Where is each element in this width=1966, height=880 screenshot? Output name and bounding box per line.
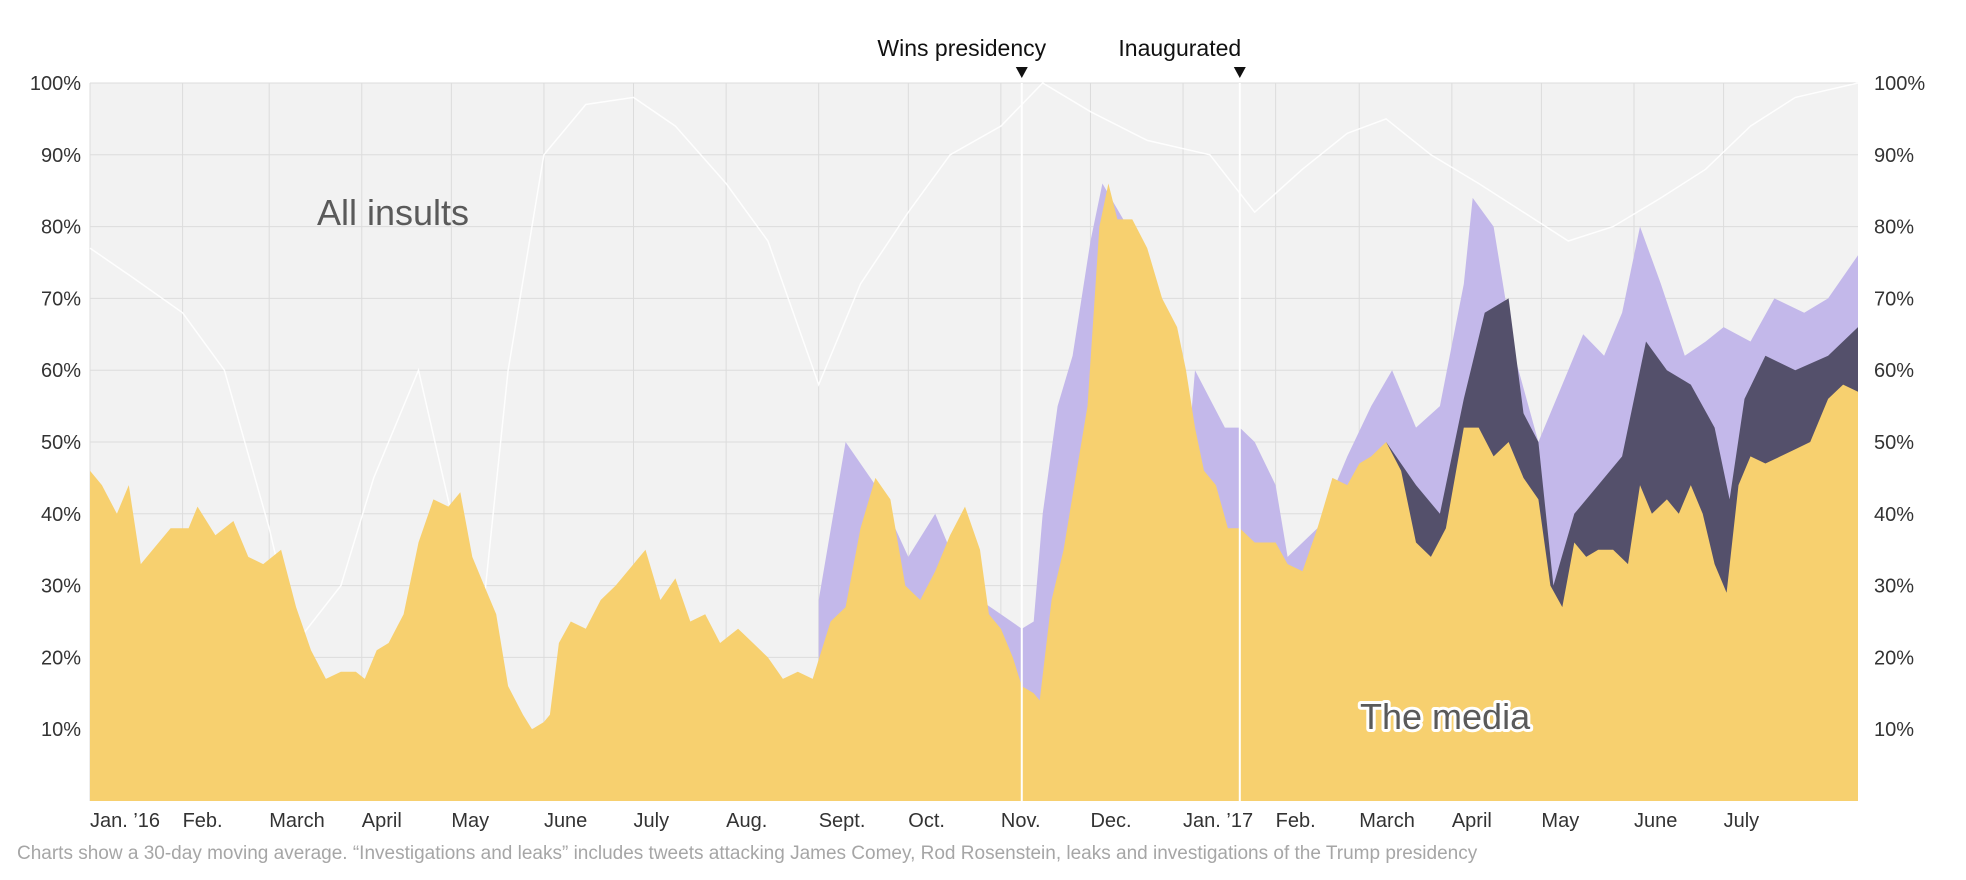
y-tick-label-right: 30%: [1874, 576, 1914, 598]
chart-footnote: Charts show a 30-day moving average. “In…: [17, 843, 1478, 864]
y-tick-label-left: 70%: [41, 288, 81, 310]
y-tick-label-left: 10%: [41, 719, 81, 741]
y-tick-label-left: 90%: [41, 145, 81, 167]
x-tick-label: Nov.: [1001, 810, 1041, 832]
x-tick-label: Jan. ’17: [1183, 810, 1253, 832]
media-label: The media: [1360, 696, 1531, 737]
x-tick-label: Aug.: [726, 810, 767, 832]
x-tick-label: Oct.: [908, 810, 945, 832]
event-marker-icon: [1015, 67, 1028, 78]
y-axis-right: 10% 20% 30% 40% 50% 60% 70% 80% 90% 100%: [1874, 73, 1925, 741]
y-tick-label-right: 20%: [1874, 647, 1914, 669]
y-tick-label-right: 70%: [1874, 288, 1914, 310]
y-tick-label-right: 60%: [1874, 360, 1914, 382]
x-tick-label: May: [451, 810, 489, 832]
y-tick-label-right: 90%: [1874, 145, 1914, 167]
y-tick-label-left: 40%: [41, 504, 81, 526]
y-axis-left: 10% 20% 30% 40% 50% 60% 70% 80% 90% 100%: [30, 73, 81, 741]
event-label: Inaugurated: [1118, 35, 1241, 61]
x-tick-label: April: [362, 810, 402, 832]
x-tick-label: April: [1452, 810, 1492, 832]
x-tick-label: June: [544, 810, 587, 832]
event-marker-icon: [1233, 67, 1246, 78]
x-tick-label: July: [1724, 810, 1760, 832]
event-markers: Wins presidency Inaugurated: [877, 35, 1246, 801]
x-tick-label: Feb.: [183, 810, 223, 832]
x-tick-label: May: [1541, 810, 1579, 832]
x-tick-label: Jan. ’16: [90, 810, 160, 832]
x-axis-months: Jan. ’16 Feb. March April May June July Aug. Sep…: [90, 810, 1759, 832]
y-tick-label-right: 40%: [1874, 504, 1914, 526]
event-label: Wins presidency: [877, 35, 1046, 61]
x-tick-label: March: [269, 810, 325, 832]
y-tick-label-right: 50%: [1874, 432, 1914, 454]
y-tick-label-right: 10%: [1874, 719, 1914, 741]
x-tick-label: Sept.: [819, 810, 866, 832]
y-tick-label-left: 30%: [41, 576, 81, 598]
y-tick-label-left: 100%: [30, 73, 81, 95]
media-area: [90, 183, 1858, 801]
x-tick-label: July: [634, 810, 670, 832]
x-tick-label: Dec.: [1090, 810, 1131, 832]
x-tick-label: June: [1634, 810, 1677, 832]
all-insults-line: [89, 82, 1859, 658]
y-tick-label-left: 60%: [41, 360, 81, 382]
y-tick-label-right: 100%: [1874, 73, 1925, 95]
x-tick-label: March: [1359, 810, 1415, 832]
y-tick-label-left: 80%: [41, 217, 81, 239]
x-tick-label: Feb.: [1276, 810, 1316, 832]
y-tick-label-right: 80%: [1874, 217, 1914, 239]
y-tick-label-left: 50%: [41, 432, 81, 454]
all-insults-label: All insults: [317, 192, 469, 233]
y-tick-label-left: 20%: [41, 647, 81, 669]
